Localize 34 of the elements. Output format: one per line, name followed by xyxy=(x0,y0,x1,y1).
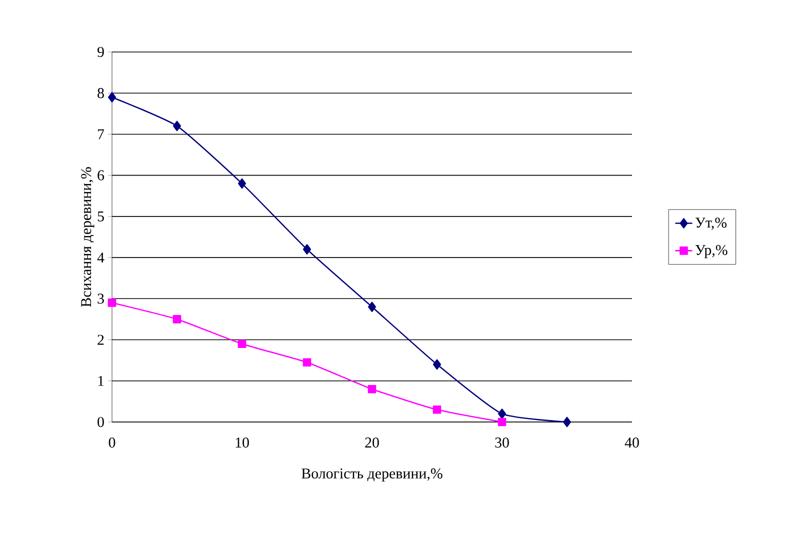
point xyxy=(498,418,506,426)
y-tick-label: 0 xyxy=(98,416,104,428)
y-tick-label: 2 xyxy=(98,334,104,345)
y-tick-label: 1 xyxy=(98,376,104,386)
legend-label: Ур,% xyxy=(695,244,728,258)
y-axis-title: Всихання деревини,% xyxy=(81,167,94,307)
legend-label: Ут,% xyxy=(695,218,727,230)
point xyxy=(238,340,246,348)
x-tick-label: 10 xyxy=(236,438,249,448)
x-tick-label: 40 xyxy=(624,438,639,448)
point xyxy=(238,178,246,189)
y-tick-label: 9 xyxy=(98,46,104,58)
y-tick-label: 6 xyxy=(98,170,104,180)
y-tick-label: 8 xyxy=(98,88,104,98)
point xyxy=(108,92,116,102)
x-axis-title: Вологість деревини,% xyxy=(302,468,442,482)
point xyxy=(432,359,442,370)
point xyxy=(498,408,506,419)
y-tick-label: 5 xyxy=(98,211,104,222)
point xyxy=(562,416,572,428)
x-tick-label: 0 xyxy=(108,438,116,448)
point xyxy=(302,358,312,367)
y-tick-label: 7 xyxy=(98,129,104,140)
point xyxy=(368,302,376,312)
point xyxy=(368,384,376,394)
y-tick-label: 3 xyxy=(98,294,104,304)
point xyxy=(172,120,182,132)
x-tick-label: 20 xyxy=(365,438,379,448)
point xyxy=(172,315,182,324)
x-tick-label: 30 xyxy=(495,438,509,448)
y-tick-label: 4 xyxy=(97,252,104,262)
point xyxy=(108,298,116,307)
point xyxy=(432,406,442,414)
point xyxy=(302,244,312,254)
